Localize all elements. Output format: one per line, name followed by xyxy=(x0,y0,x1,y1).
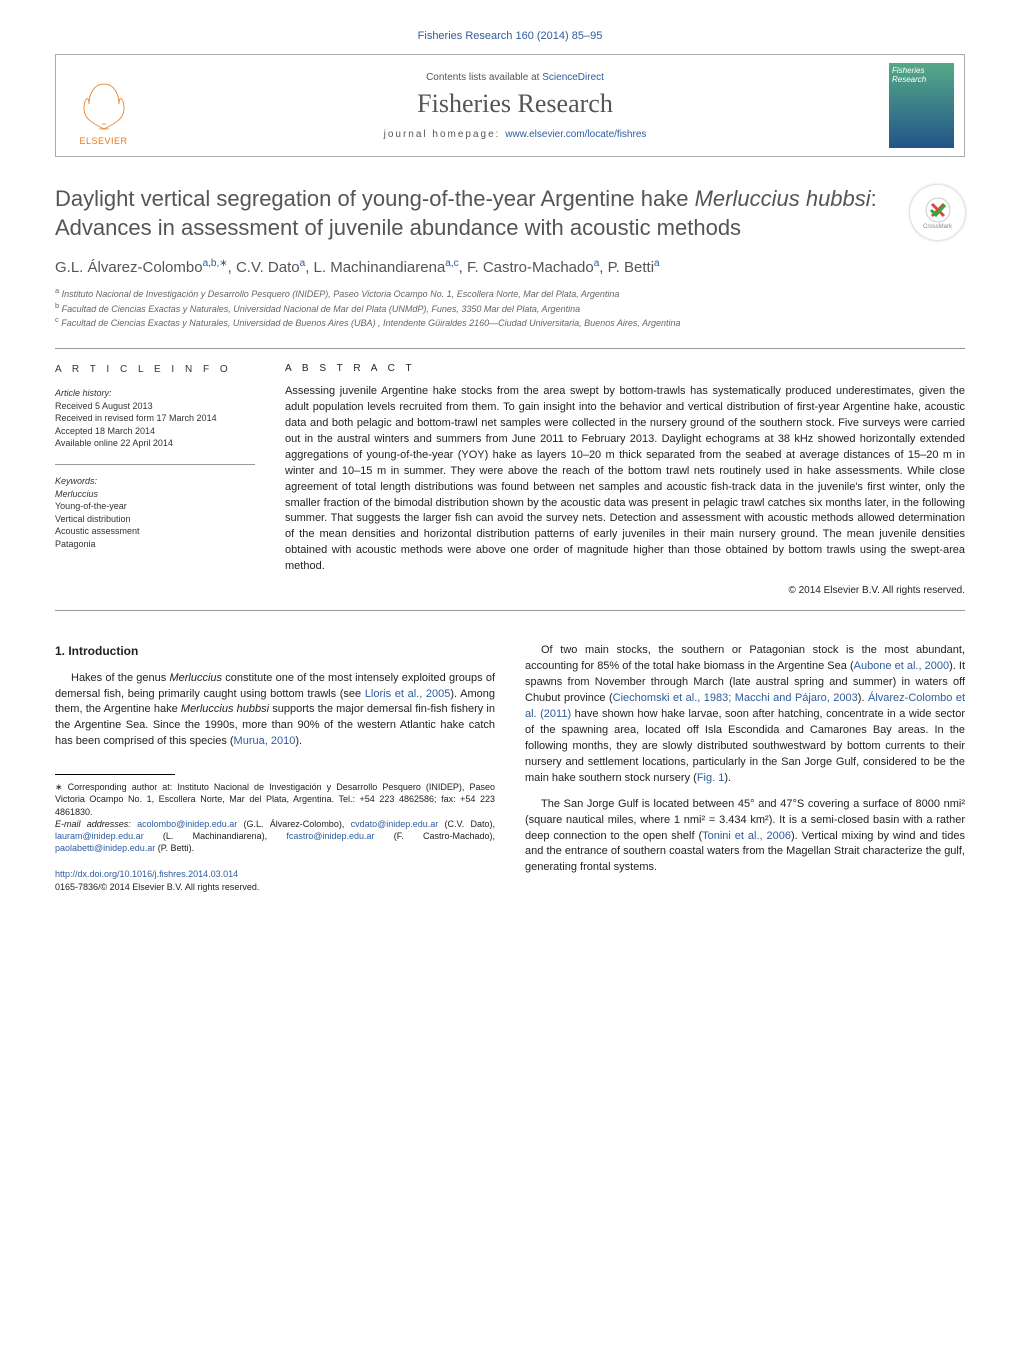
intro-paragraph-1: Hakes of the genus Merluccius constitute… xyxy=(55,671,495,751)
author: F. Castro-Machadoa xyxy=(467,259,599,276)
keyword: Acoustic assessment xyxy=(55,526,140,536)
doi-block: http://dx.doi.org/10.1016/j.fishres.2014… xyxy=(55,868,495,894)
accepted-date: Accepted 18 March 2014 xyxy=(55,426,155,436)
author: P. Bettia xyxy=(608,259,660,276)
author: C.V. Datoa xyxy=(236,259,305,276)
contents-line: Contents lists available at ScienceDirec… xyxy=(141,72,889,83)
homepage-pre: journal homepage: xyxy=(384,129,506,140)
issn-line: 0165-7836/© 2014 Elsevier B.V. All right… xyxy=(55,882,259,892)
section-heading: 1. Introduction xyxy=(55,643,495,660)
received-date: Received 5 August 2013 xyxy=(55,401,153,411)
email-link[interactable]: cvdato@inidep.edu.ar xyxy=(351,819,439,829)
citation-link[interactable]: Tonini et al., 2006 xyxy=(702,830,791,842)
affiliation: c Facultad de Ciencias Exactas y Natural… xyxy=(55,315,965,330)
intro-paragraph-3: The San Jorge Gulf is located between 45… xyxy=(525,797,965,877)
author: G.L. Álvarez-Colomboa,b,∗ xyxy=(55,259,228,276)
abstract-column: A B S T R A C T Assessing juvenile Argen… xyxy=(285,363,965,596)
contents-pre: Contents lists available at xyxy=(426,72,542,83)
affiliation: b Facultad de Ciencias Exactas y Natural… xyxy=(55,301,965,316)
elsevier-logo: ELSEVIER xyxy=(66,66,141,146)
abstract-text: Assessing juvenile Argentine hake stocks… xyxy=(285,384,965,575)
body-columns: 1. Introduction Hakes of the genus Merlu… xyxy=(55,643,965,894)
authors-line: G.L. Álvarez-Colomboa,b,∗, C.V. Datoa, L… xyxy=(55,258,965,276)
email-link[interactable]: fcastro@inidep.edu.ar xyxy=(286,831,374,841)
keywords-list: Merluccius Young-of-the-year Vertical dist… xyxy=(55,489,140,549)
emails-line: E-mail addresses: acolombo@inidep.edu.ar… xyxy=(55,818,495,854)
title-species: Merluccius hubbsi xyxy=(695,186,871,211)
divider xyxy=(55,610,965,611)
doi-link[interactable]: http://dx.doi.org/10.1016/j.fishres.2014… xyxy=(55,869,238,879)
info-abstract-row: A R T I C L E I N F O Article history: R… xyxy=(55,349,965,610)
article-info-heading: A R T I C L E I N F O xyxy=(55,363,255,377)
emails-label: E-mail addresses: xyxy=(55,819,137,829)
header-center: Contents lists available at ScienceDirec… xyxy=(141,72,889,140)
abstract-copyright: © 2014 Elsevier B.V. All rights reserved… xyxy=(285,585,965,596)
right-column: Of two main stocks, the southern or Pata… xyxy=(525,643,965,894)
title-pre: Daylight vertical segregation of young-o… xyxy=(55,186,695,211)
citation-link[interactable]: Lloris et al., 2005 xyxy=(365,688,451,700)
header-box: ELSEVIER Contents lists available at Sci… xyxy=(55,54,965,157)
affiliation: a Instituto Nacional de Investigación y … xyxy=(55,286,965,301)
citation-link[interactable]: Aubone et al., 2000 xyxy=(854,660,949,672)
history-label: Article history: xyxy=(55,388,112,398)
crossmark-badge[interactable]: CrossMark xyxy=(910,185,965,240)
email-link[interactable]: lauram@inidep.edu.ar xyxy=(55,831,144,841)
elsevier-tree-icon xyxy=(74,79,134,134)
figure-link[interactable]: Fig. 1 xyxy=(697,772,725,784)
crossmark-label: CrossMark xyxy=(923,224,952,230)
online-date: Available online 22 April 2014 xyxy=(55,438,173,448)
citation-link[interactable]: Murua, 2010 xyxy=(234,735,296,747)
corresponding-author: ∗ Corresponding author at: Instituto Nac… xyxy=(55,781,495,817)
homepage-line: journal homepage: www.elsevier.com/locat… xyxy=(141,129,889,140)
journal-reference: Fisheries Research 160 (2014) 85–95 xyxy=(55,30,965,42)
footnotes: ∗ Corresponding author at: Instituto Nac… xyxy=(55,781,495,854)
abstract-heading: A B S T R A C T xyxy=(285,363,965,374)
homepage-link[interactable]: www.elsevier.com/locate/fishres xyxy=(505,129,646,140)
email-link[interactable]: acolombo@inidep.edu.ar xyxy=(137,819,237,829)
crossmark-icon xyxy=(924,196,952,224)
article-title: Daylight vertical segregation of young-o… xyxy=(55,185,965,242)
revised-date: Received in revised form 17 March 2014 xyxy=(55,413,217,423)
keyword: Vertical distribution xyxy=(55,514,131,524)
info-divider xyxy=(55,464,255,465)
affiliations: a Instituto Nacional de Investigación y … xyxy=(55,286,965,330)
email-link[interactable]: paolabetti@inidep.edu.ar xyxy=(55,843,155,853)
journal-cover-thumbnail: Fisheries Research xyxy=(889,63,954,148)
keyword: Young-of-the-year xyxy=(55,501,127,511)
author: L. Machinandiarenaa,c xyxy=(314,259,459,276)
intro-paragraph-2: Of two main stocks, the southern or Pata… xyxy=(525,643,965,786)
keyword: Merluccius xyxy=(55,489,98,499)
keywords-block: Keywords: Merluccius Young-of-the-year Ver… xyxy=(55,475,255,551)
article-history-block: Article history: Received 5 August 2013 … xyxy=(55,387,255,450)
left-column: 1. Introduction Hakes of the genus Merlu… xyxy=(55,643,495,894)
sciencedirect-link[interactable]: ScienceDirect xyxy=(542,72,604,83)
journal-name: Fisheries Research xyxy=(141,89,889,119)
citation-link[interactable]: Ciechomski et al., 1983; Macchi and Pája… xyxy=(613,692,858,704)
keyword: Patagonia xyxy=(55,539,96,549)
keywords-label: Keywords: xyxy=(55,476,97,486)
article-info-column: A R T I C L E I N F O Article history: R… xyxy=(55,363,255,596)
elsevier-label: ELSEVIER xyxy=(79,136,127,146)
footnote-separator xyxy=(55,774,175,775)
